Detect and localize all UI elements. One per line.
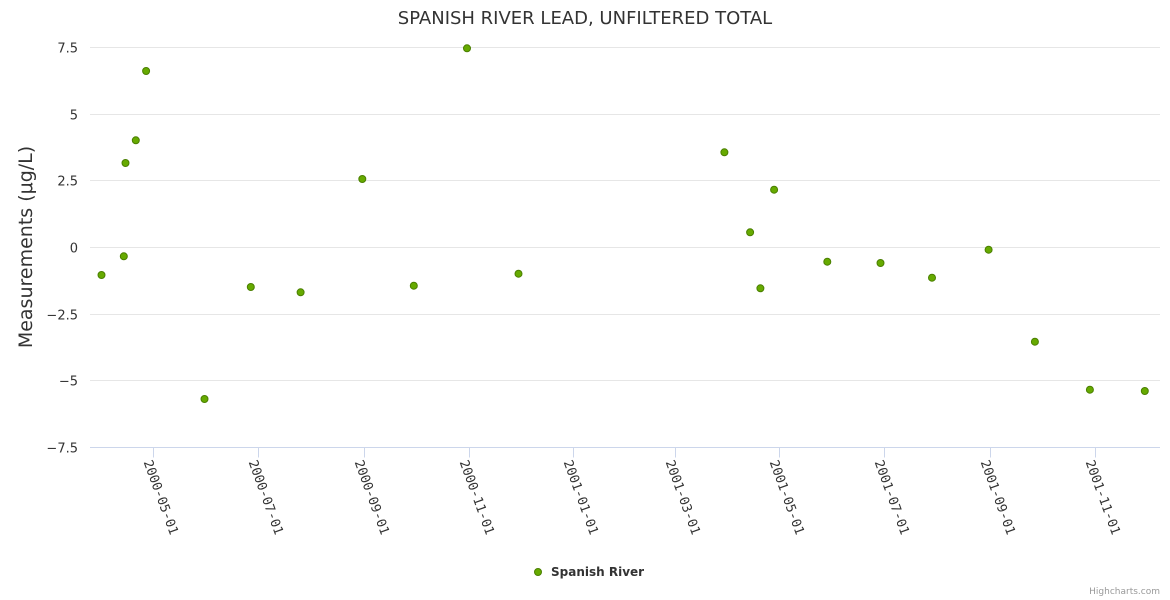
data-point[interactable] [1140, 387, 1149, 395]
x-tick-label: 2001-05-01 [766, 458, 807, 537]
data-point[interactable] [463, 44, 471, 53]
y-axis-ticks: 7.5 5 2.5 0 −2.5 −5 −7.5 [46, 42, 78, 457]
x-axis-ticks: 2000-05-01 2000-07-01 2000-09-01 2000-11-01… [140, 447, 1123, 537]
data-point[interactable] [121, 159, 130, 167]
y-tick-label: 0 [70, 242, 78, 257]
x-tick-label: 2001-07-01 [871, 458, 912, 537]
series-spanish-river[interactable] [97, 44, 1149, 403]
data-point[interactable] [876, 259, 885, 267]
data-point[interactable] [720, 148, 729, 157]
x-tick-label: 2001-09-01 [977, 458, 1018, 537]
y-tick-label: −2.5 [46, 309, 78, 324]
data-point[interactable] [119, 252, 128, 261]
legend-marker [534, 568, 542, 576]
chart-title: SPANISH RIVER LEAD, UNFILTERED TOTAL [398, 8, 772, 29]
data-point[interactable] [1085, 385, 1094, 394]
y-tick-label: 5 [70, 109, 78, 124]
data-point[interactable] [756, 284, 765, 293]
x-tick-label: 2000-07-01 [245, 458, 286, 537]
data-point[interactable] [97, 271, 106, 279]
grid-lines [90, 47, 1160, 381]
data-point[interactable] [142, 67, 151, 75]
data-point[interactable] [928, 273, 936, 282]
data-point[interactable] [200, 395, 209, 403]
credits-link[interactable]: Highcharts.com [1089, 587, 1160, 597]
data-point[interactable] [823, 257, 832, 266]
y-tick-label: −7.5 [46, 442, 78, 457]
data-point[interactable] [409, 281, 418, 290]
x-tick-label: 2001-11-01 [1082, 458, 1123, 537]
x-tick-label: 2001-01-01 [560, 458, 601, 537]
legend[interactable]: Spanish River [534, 565, 645, 579]
legend-item-spanish-river[interactable]: Spanish River [551, 565, 644, 579]
data-point[interactable] [514, 269, 523, 278]
y-axis-label: Measurements (μg/L) [15, 146, 37, 348]
x-tick-label: 2000-09-01 [351, 458, 392, 537]
data-point[interactable] [131, 136, 140, 145]
data-point[interactable] [984, 245, 993, 254]
data-point[interactable] [1030, 337, 1039, 346]
x-tick-label: 2001-03-01 [662, 458, 703, 537]
data-point[interactable] [358, 175, 367, 183]
y-tick-label: 7.5 [57, 42, 78, 57]
y-tick-label: 2.5 [57, 175, 78, 190]
y-tick-label: −5 [59, 375, 78, 390]
x-tick-label: 2000-05-01 [140, 458, 181, 537]
data-point[interactable] [246, 283, 255, 291]
data-point[interactable] [770, 185, 779, 194]
x-tick-label: 2000-11-01 [456, 458, 497, 537]
data-point[interactable] [296, 288, 305, 297]
data-point[interactable] [746, 228, 755, 237]
